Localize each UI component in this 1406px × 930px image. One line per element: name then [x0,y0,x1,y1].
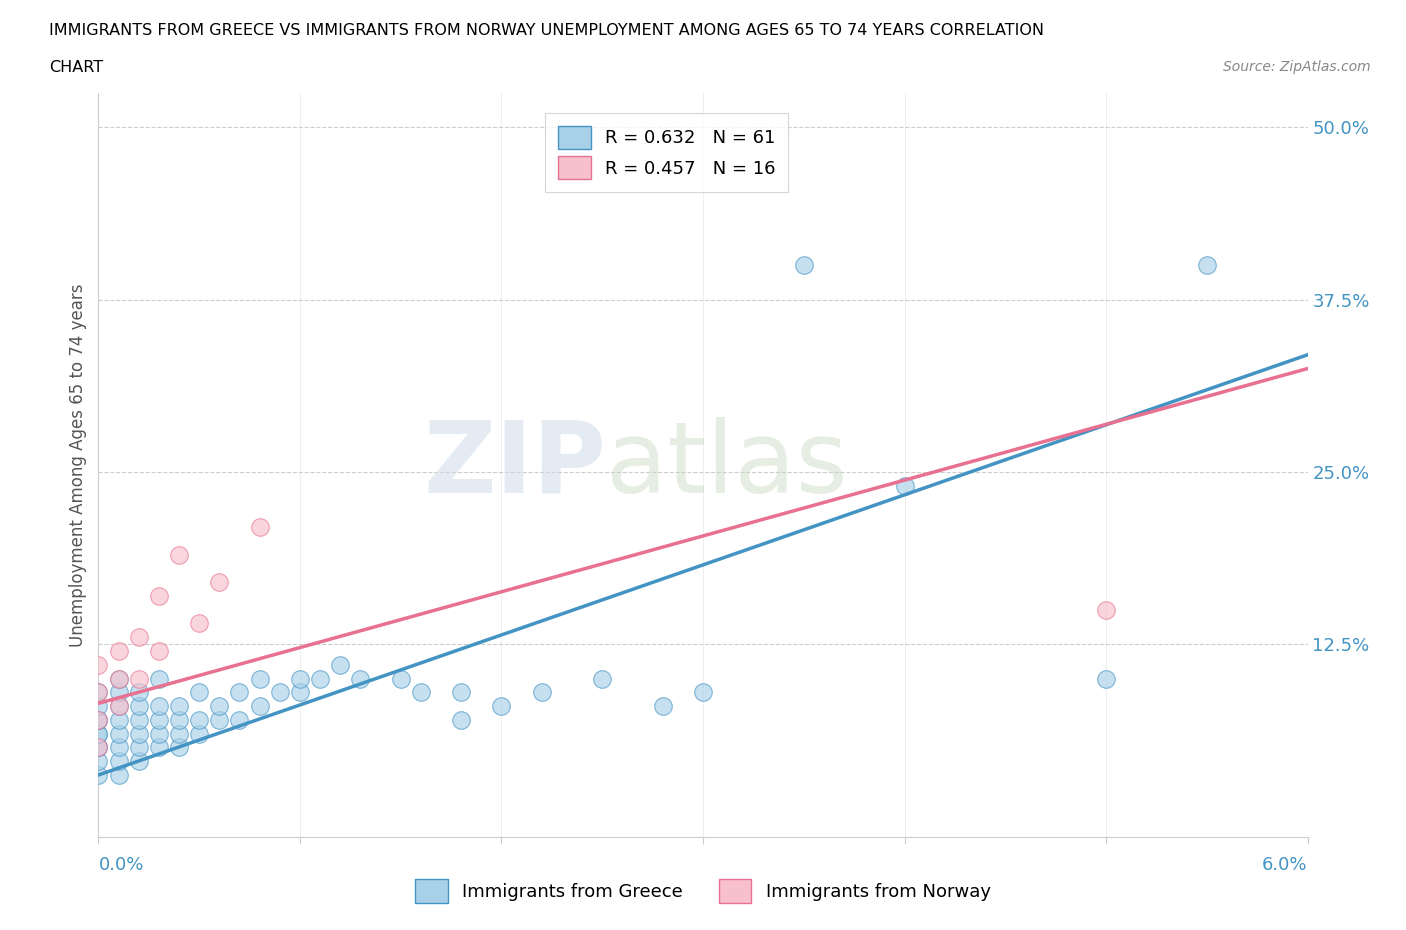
Text: ZIP: ZIP [423,417,606,513]
Point [188,712,211,727]
Point [148,712,170,727]
Text: atlas: atlas [606,417,848,513]
Point [107,726,129,741]
Point [249,520,271,535]
Point [228,684,250,699]
Point [128,726,150,741]
Point [208,698,231,713]
Point [208,712,231,727]
Point [87,726,110,741]
Point [107,740,129,755]
Point [651,698,673,713]
Point [87,712,110,727]
Point [87,712,110,727]
Point [87,754,110,769]
Point [87,698,110,713]
Point [893,478,915,493]
Point [167,547,190,562]
Point [167,726,190,741]
Point [107,754,129,769]
Text: 6.0%: 6.0% [1263,857,1308,874]
Point [591,671,613,686]
Point [107,698,129,713]
Point [349,671,371,686]
Point [87,740,110,755]
Point [1095,671,1118,686]
Point [148,726,170,741]
Legend: R = 0.632   N = 61, R = 0.457   N = 16: R = 0.632 N = 61, R = 0.457 N = 16 [546,113,789,193]
Text: CHART: CHART [49,60,103,75]
Text: IMMIGRANTS FROM GREECE VS IMMIGRANTS FROM NORWAY UNEMPLOYMENT AMONG AGES 65 TO 7: IMMIGRANTS FROM GREECE VS IMMIGRANTS FRO… [49,23,1045,38]
Point [148,740,170,755]
Point [148,671,170,686]
Point [148,644,170,658]
Point [128,630,150,644]
Point [128,698,150,713]
Point [208,575,231,590]
Point [87,658,110,672]
Point [249,671,271,686]
Point [167,740,190,755]
Point [188,684,211,699]
Text: 0.0%: 0.0% [98,857,143,874]
Text: Source: ZipAtlas.com: Source: ZipAtlas.com [1223,60,1371,74]
Point [409,684,432,699]
Point [128,754,150,769]
Point [288,671,311,686]
Point [450,684,472,699]
Point [148,589,170,604]
Y-axis label: Unemployment Among Ages 65 to 74 years: Unemployment Among Ages 65 to 74 years [69,284,87,646]
Point [148,698,170,713]
Point [228,712,250,727]
Point [87,684,110,699]
Point [87,726,110,741]
Point [530,684,553,699]
Point [389,671,412,686]
Point [107,767,129,782]
Point [128,684,150,699]
Point [692,684,714,699]
Point [128,671,150,686]
Point [329,658,352,672]
Point [1195,258,1218,272]
Point [107,712,129,727]
Point [450,712,472,727]
Point [107,671,129,686]
Point [87,767,110,782]
Point [309,671,332,686]
Point [1095,603,1118,618]
Point [793,258,815,272]
Point [107,684,129,699]
Point [87,740,110,755]
Point [491,698,513,713]
Point [188,616,211,631]
Point [269,684,291,699]
Point [107,698,129,713]
Point [288,684,311,699]
Point [167,698,190,713]
Point [107,644,129,658]
Point [249,698,271,713]
Point [87,684,110,699]
Point [107,671,129,686]
Legend: Immigrants from Greece, Immigrants from Norway: Immigrants from Greece, Immigrants from … [408,872,998,910]
Point [128,740,150,755]
Point [87,740,110,755]
Point [87,712,110,727]
Point [128,712,150,727]
Point [188,726,211,741]
Point [167,712,190,727]
